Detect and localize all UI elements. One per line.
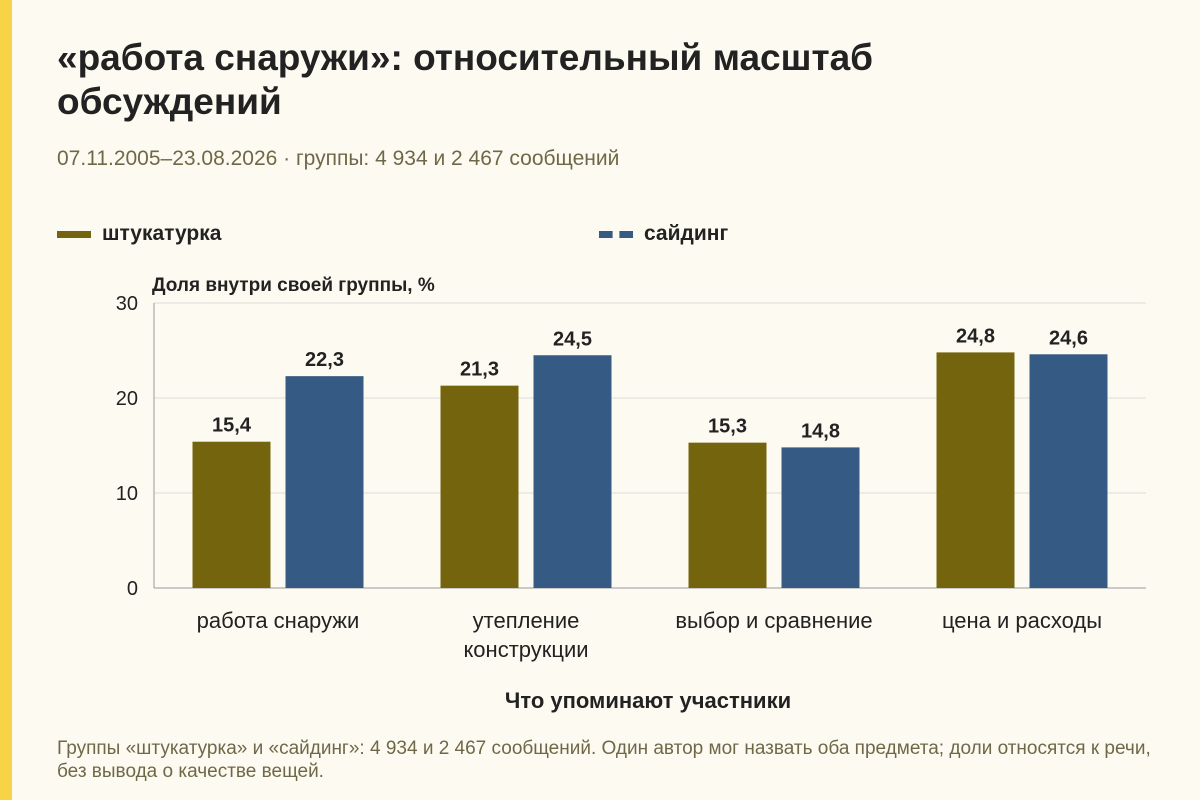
bar-series-2 — [781, 447, 860, 588]
legend-label-series-1: штукатурка — [102, 222, 222, 245]
legend-swatch-dashed — [599, 230, 633, 238]
data-label: 15,4 — [212, 415, 252, 437]
y-tick-label: 0 — [127, 578, 138, 600]
y-tick-label: 10 — [116, 483, 138, 505]
legend-item-series-2: сайдинг — [599, 219, 728, 249]
data-label: 24,8 — [956, 325, 995, 347]
bar-series-2 — [285, 376, 364, 588]
bar-series-1 — [440, 385, 519, 588]
chart-subtitle: 07.11.2005–23.08.2026 · группы: 4 934 и … — [57, 147, 620, 170]
x-tick-label: выбор и сравнение — [675, 608, 872, 633]
x-tick-label: утепление конструкции — [463, 608, 588, 662]
legend-item-series-1: штукатурка — [57, 219, 221, 249]
bar-series-1 — [936, 352, 1015, 588]
accent-bar — [0, 0, 12, 800]
data-label: 24,6 — [1049, 327, 1088, 349]
data-label: 21,3 — [460, 359, 499, 381]
legend-label-series-2: сайдинг — [644, 222, 729, 245]
data-label: 15,3 — [708, 416, 747, 438]
footnote: Группы «штукатурка» и «сайдинг»: 4 934 и… — [57, 738, 1151, 782]
data-label: 14,8 — [801, 420, 840, 442]
y-axis-title: Доля внутри своей группы, % — [152, 275, 435, 296]
data-label: 22,3 — [305, 349, 344, 371]
y-tick-label: 30 — [116, 293, 138, 315]
bar-series-2 — [533, 355, 612, 588]
chart-title: «работа снаружи»: относительный масштаб … — [57, 37, 874, 122]
data-label: 24,5 — [553, 328, 592, 350]
legend-swatch-solid — [57, 230, 91, 238]
bar-series-1 — [192, 441, 271, 588]
x-tick-label: цена и расходы — [942, 608, 1102, 633]
bar-series-2 — [1029, 354, 1108, 588]
x-tick-label: работа снаружи — [197, 608, 360, 633]
bar-series-1 — [688, 442, 767, 588]
x-axis-title: Что упоминают участники — [505, 688, 791, 713]
y-tick-label: 20 — [116, 388, 138, 410]
